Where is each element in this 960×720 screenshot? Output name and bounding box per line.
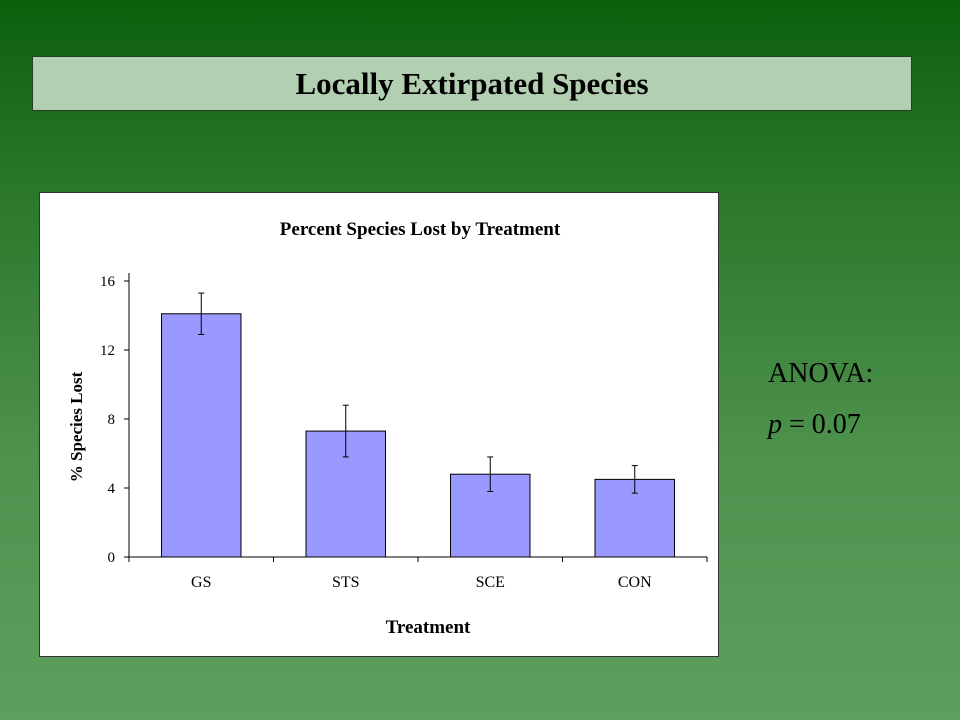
anova-label: ANOVA: (768, 358, 874, 389)
p-value: p = 0.07 (768, 411, 873, 439)
y-axis-label: % Species Lost (67, 371, 86, 482)
x-tick-label: CON (618, 574, 652, 591)
y-tick-label: 16 (100, 274, 116, 290)
x-tick-label: SCE (476, 574, 505, 591)
y-tick-label: 8 (108, 412, 116, 428)
p-symbol: p (768, 409, 782, 440)
x-axis-label: Treatment (386, 617, 471, 638)
bar-chart: Percent Species Lost by Treatment 0 4 8 12 16… (67, 219, 708, 638)
x-tick-label: STS (332, 574, 360, 591)
y-tick-label: 12 (100, 343, 115, 359)
x-tick-label: GS (191, 574, 211, 591)
y-tick-label: 0 (108, 550, 116, 566)
y-tick-label: 4 (108, 481, 116, 497)
chart-title: Percent Species Lost by Treatment (280, 219, 561, 240)
chart-panel: Percent Species Lost by Treatment 0 4 8 12 16… (39, 192, 719, 657)
anova-stats: ANOVA: p = 0.07 (768, 360, 873, 439)
slide-title: Locally Extirpated Species (295, 65, 649, 101)
p-value-text: = 0.07 (782, 409, 861, 440)
bar-gs (161, 313, 242, 558)
slide-title-box: Locally Extirpated Species (32, 56, 912, 111)
